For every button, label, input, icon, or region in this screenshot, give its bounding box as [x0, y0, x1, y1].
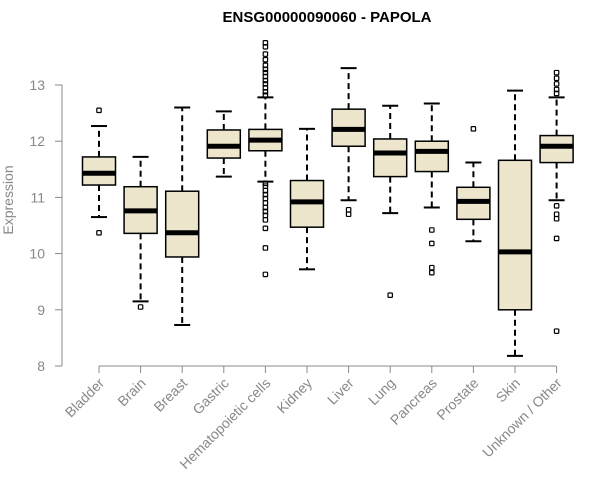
box-brain: [123, 155, 158, 310]
x-tick-label: Lung: [365, 375, 398, 408]
outlier-point: [137, 304, 144, 310]
outlier-point: [553, 328, 560, 334]
y-tick-label: 11: [30, 189, 45, 205]
outlier-point: [262, 245, 269, 251]
x-tick-label: Breast: [150, 375, 190, 415]
outlier-point: [429, 264, 435, 271]
iqr-box: [539, 134, 574, 164]
x-tick-label: Brain: [114, 375, 148, 409]
y-axis-label: Expression: [0, 165, 16, 234]
outlier-point: [96, 230, 102, 236]
outlier-point: [553, 211, 560, 218]
iqr-box: [414, 140, 450, 173]
outlier-point: [262, 40, 269, 46]
box-unknown-other: [539, 69, 574, 334]
y-tick-label: 8: [37, 358, 45, 374]
outlier-point: [262, 183, 269, 189]
outlier-point: [429, 240, 435, 247]
outlier-point: [553, 215, 560, 222]
outlier-point: [262, 225, 269, 232]
outlier-point: [262, 81, 269, 87]
box-gastric: [206, 110, 242, 178]
outlier-point: [553, 235, 560, 242]
iqr-box: [164, 190, 200, 258]
x-tick-label: Skin: [493, 375, 524, 406]
outlier-point: [345, 206, 352, 213]
outlier-point: [262, 92, 269, 98]
outlier-point: [262, 56, 269, 63]
x-tick-label: Kidney: [274, 375, 316, 417]
box-bladder: [81, 107, 117, 236]
chart-title: ENSG00000090060 - PAPOLA: [223, 9, 432, 26]
outlier-point: [553, 69, 560, 76]
outlier-point: [345, 211, 352, 218]
y-tick-label: 10: [29, 246, 45, 262]
outlier-point: [262, 62, 269, 69]
y-tick-label: 12: [29, 133, 45, 149]
box-breast: [164, 106, 200, 326]
box-pancreas: [414, 102, 450, 276]
outlier-point: [387, 292, 394, 298]
box-kidney: [289, 127, 325, 271]
outlier-point: [553, 86, 560, 93]
x-tick-label: Liver: [324, 375, 357, 408]
outlier-point: [262, 69, 269, 76]
box-skin: [497, 89, 533, 357]
box-lung: [372, 104, 408, 298]
outlier-point: [262, 217, 269, 223]
y-axis-ticks: 8 9 10 11 12 13: [29, 77, 62, 374]
outlier-point: [262, 200, 269, 206]
outlier-point: [262, 51, 269, 57]
x-tick-label: Prostate: [433, 375, 481, 423]
box-hematopoietic-cells: [248, 40, 283, 278]
x-tick-label: Bladder: [62, 375, 108, 421]
box-prostate: [456, 126, 491, 243]
outlier-point: [96, 107, 102, 114]
box-series: [81, 40, 574, 357]
y-tick-label: 9: [37, 302, 45, 318]
iqr-box: [372, 138, 408, 178]
outlier-point: [553, 75, 560, 82]
outlier-point: [553, 81, 560, 87]
iqr-box: [497, 159, 533, 311]
x-tick-label: Unknown / Other: [479, 375, 565, 461]
outlier-point: [429, 269, 435, 276]
y-tick-label: 13: [29, 77, 45, 93]
outlier-point: [553, 203, 560, 209]
outlier-point: [429, 227, 435, 233]
outlier-point: [262, 180, 269, 187]
outlier-point: [262, 271, 269, 278]
box-liver: [331, 67, 366, 218]
outlier-point: [470, 126, 477, 132]
